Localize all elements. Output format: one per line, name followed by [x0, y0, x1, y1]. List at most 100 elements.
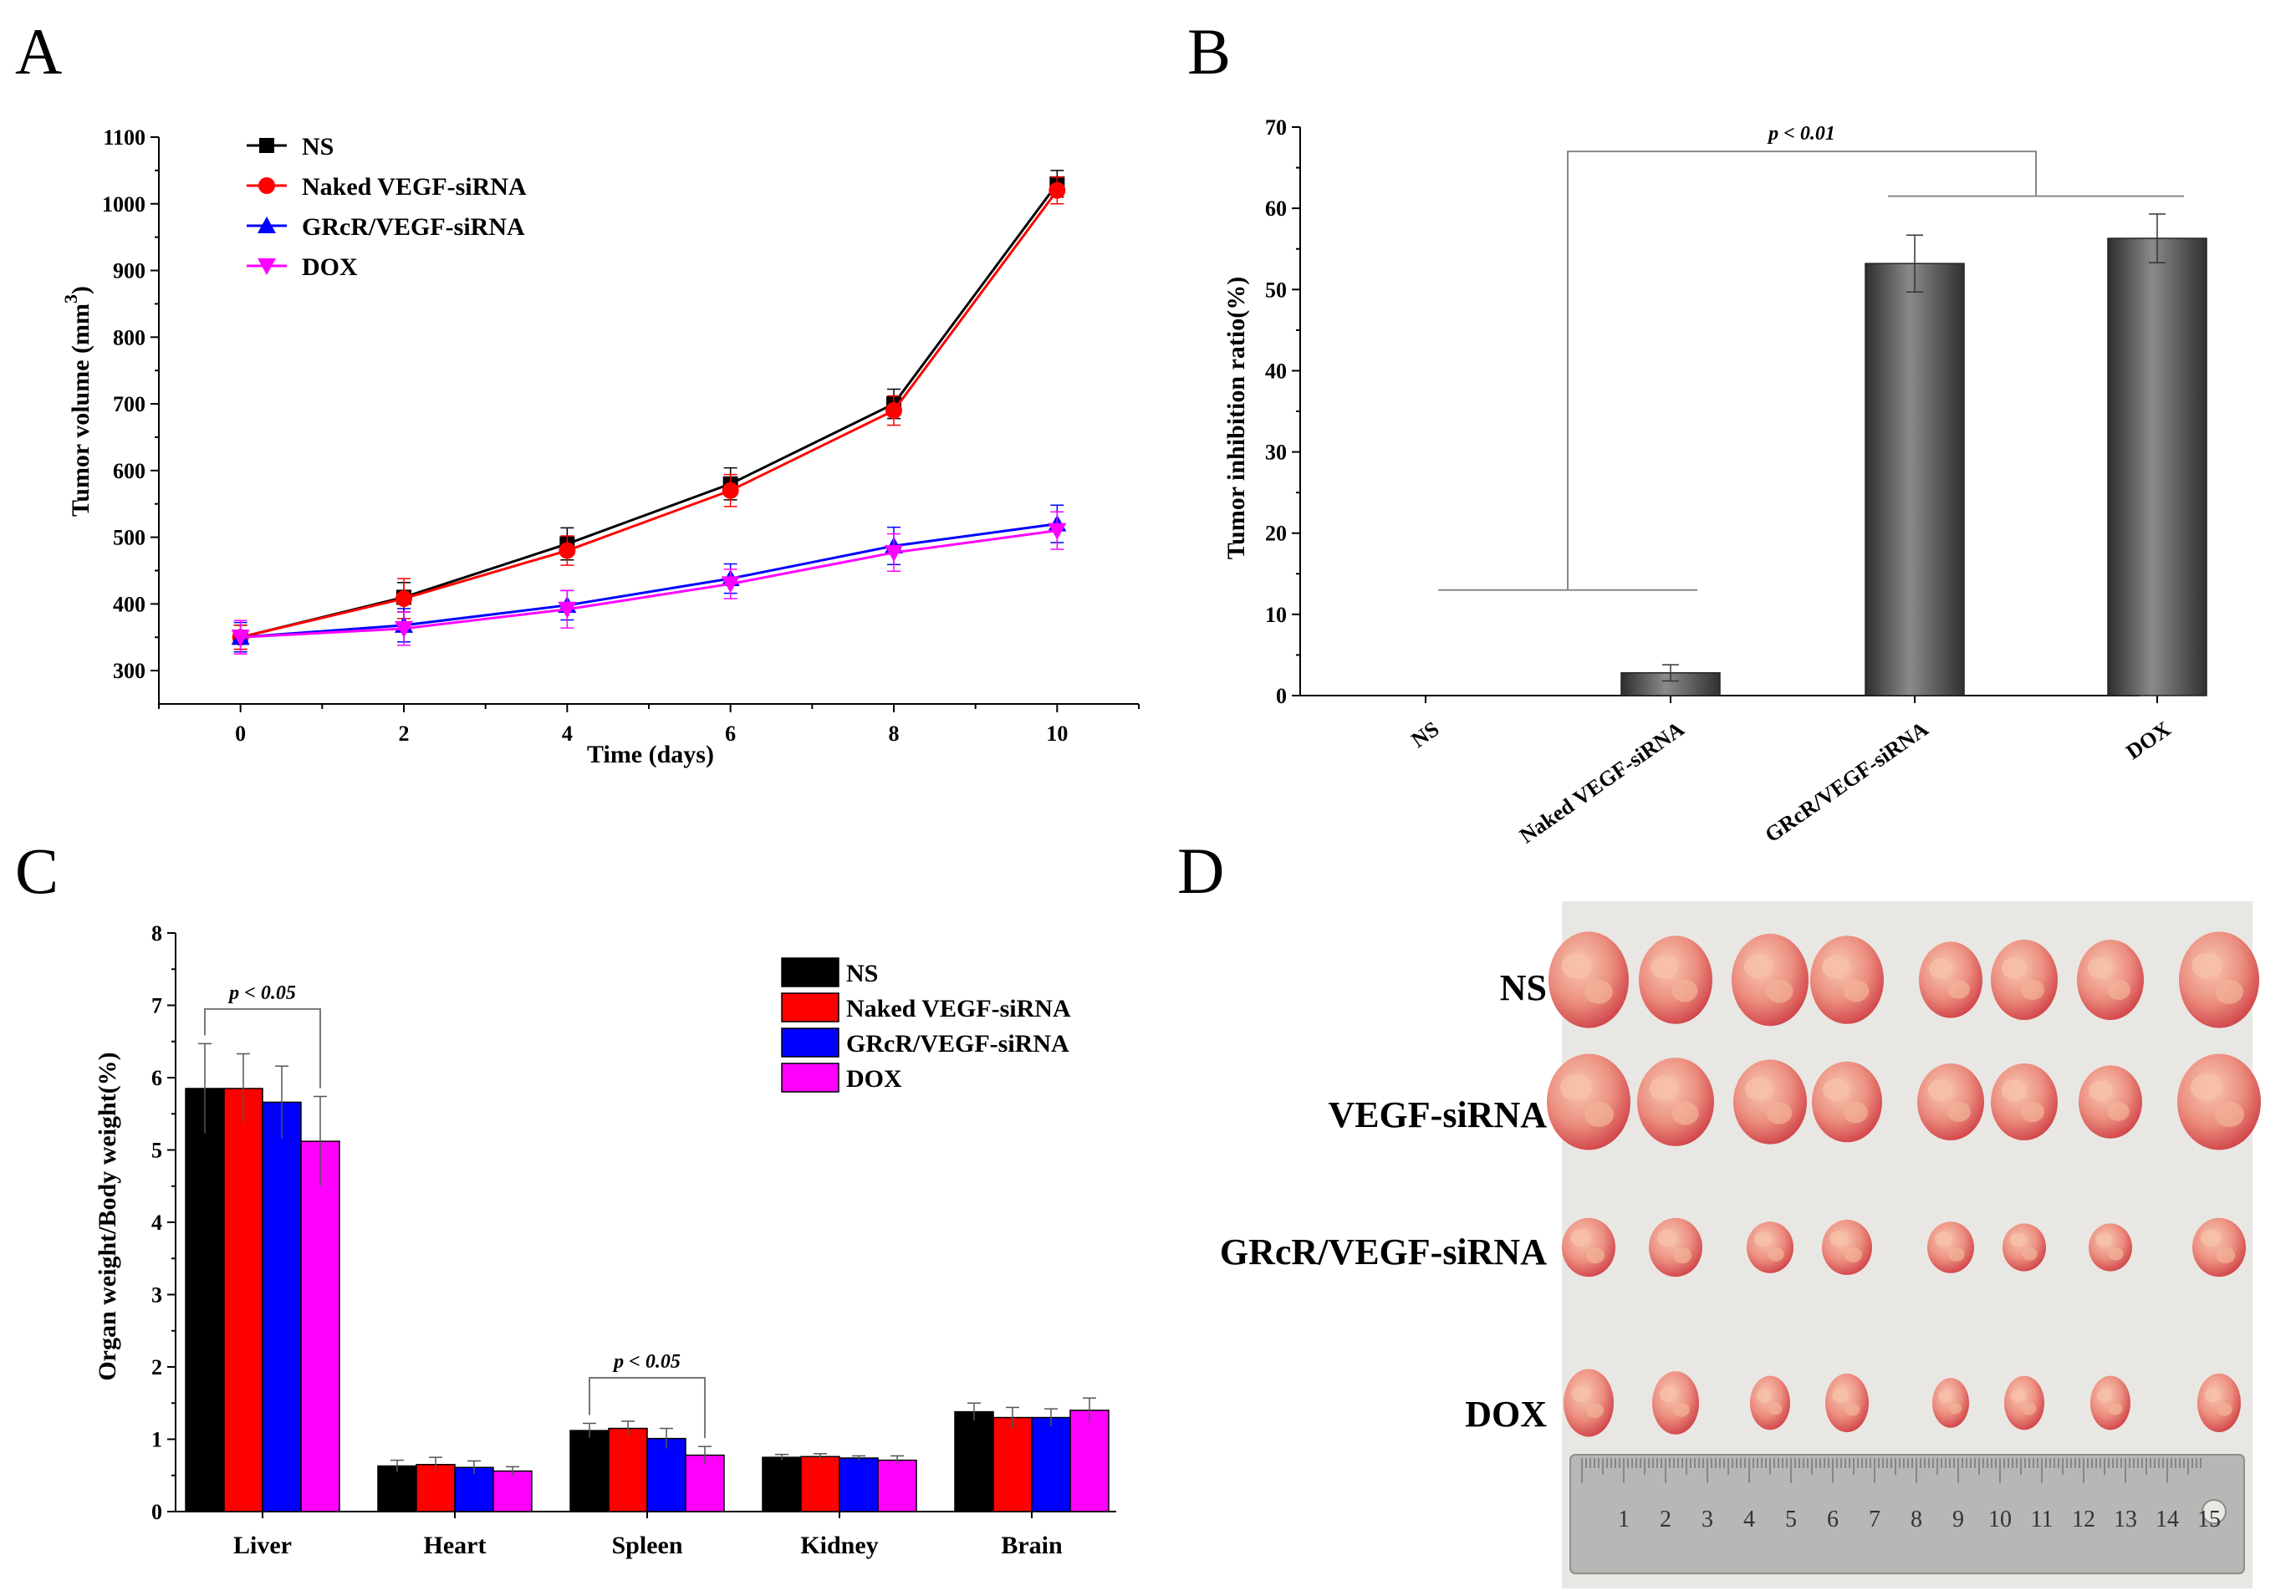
- tumor-r4-c6: [2004, 1375, 2044, 1430]
- panel-a-axes: 300 400 500 600 700 800 900 1000 1100 0 2 4 6 8 10: [102, 125, 1140, 746]
- b-significance-label: p < 0.01: [1767, 123, 1835, 145]
- tumor-lobe: [2009, 1232, 2027, 1247]
- panel-d-tumor-photo: 1 2 3 4 5 6 7 8 9 10 11 12 13 14 15 NS VEGF-siRNA GRcR…: [1220, 901, 2261, 1588]
- tumor-body: [1564, 1369, 1614, 1437]
- b-y-tick-label: 30: [1265, 441, 1287, 465]
- c-bar-kidney-ns: [762, 1456, 802, 1512]
- tumor-body: [2179, 931, 2259, 1028]
- c-y-tick-label: 6: [151, 1066, 162, 1090]
- c-significance-label: p < 0.05: [227, 982, 296, 1004]
- a-y-tick-label: 600: [113, 459, 145, 483]
- b-y-tick-label: 0: [1276, 684, 1287, 708]
- c-x-tick-label-spleen: Spleen: [611, 1532, 682, 1559]
- tumor-body: [1637, 1058, 1714, 1146]
- a-x-tick-label: 2: [399, 722, 410, 746]
- c-bar-liver-ns: [185, 1088, 225, 1512]
- b-bar-grcr-vegf-sirna: [1865, 263, 1965, 696]
- tumor-lobe: [1753, 1231, 1773, 1247]
- tumor-r4-c8: [2197, 1373, 2241, 1433]
- tumor-lobe: [2191, 952, 2222, 979]
- a-series-line-ns: [240, 182, 1059, 639]
- tumor-body: [1733, 1059, 1807, 1145]
- c-y-tick-label: 7: [151, 994, 162, 1018]
- tumor-body: [1932, 1378, 1969, 1428]
- b-y-tick-label: 50: [1265, 278, 1287, 302]
- c-bar-kidney-naked-vegf-sirna: [800, 1456, 840, 1512]
- tumor-samples: [1547, 931, 2261, 1437]
- tumor-r2-c7: [2079, 1065, 2142, 1139]
- a-legend-marker: [259, 138, 274, 153]
- c-legend-label-grcr-vegf-sirna: GRcR/VEGF-siRNA: [846, 1030, 1069, 1058]
- panel-a-legend: NS Naked VEGF-siRNA GRcR/VEGF-siRNA DOX: [247, 133, 527, 281]
- tumor-r4-c4: [1825, 1373, 1869, 1433]
- tumor-lobe: [1585, 1247, 1605, 1264]
- a-x-tick-label: 0: [235, 722, 246, 746]
- tumor-lobe: [1844, 1247, 1862, 1262]
- c-y-tick-label: 8: [151, 921, 162, 946]
- tumor-body: [2090, 1375, 2130, 1430]
- ruler-number: 7: [1869, 1507, 1880, 1532]
- panel-c-legend: NS Naked VEGF-siRNA GRcR/VEGF-siRNA DOX: [781, 957, 1071, 1093]
- tumor-r1-c6: [1991, 940, 2058, 1020]
- tumor-lobe: [1649, 1076, 1679, 1101]
- panel-c-grouped-bar-chart: 0 1 2 3 4 5 6 7 8 Liver Heart Spleen Kidney Brain Org…: [94, 921, 1116, 1559]
- ruler-body: [1569, 1454, 2245, 1574]
- panel-b-plot-area: [1620, 213, 2207, 696]
- tumor-lobe: [1843, 980, 1870, 1002]
- ruler-number: 4: [1743, 1507, 1755, 1532]
- tumor-body: [1747, 1221, 1793, 1273]
- a-y-tick-label: 300: [113, 659, 145, 683]
- c-y-tick-label: 0: [151, 1500, 162, 1524]
- tumor-lobe: [2022, 1247, 2038, 1261]
- b-x-tick-label-dox: DOX: [2121, 716, 2175, 764]
- c-legend-swatch-grcr-vegf-sirna: [781, 1027, 839, 1058]
- a-y-tick-label: 500: [113, 526, 145, 550]
- tumor-lobe: [1927, 1079, 1954, 1101]
- tumor-lobe: [2217, 1403, 2232, 1416]
- tumor-lobe: [2191, 1073, 2222, 1101]
- tumor-lobe: [2107, 1102, 2130, 1121]
- tumor-lobe: [2107, 980, 2130, 1000]
- tumor-lobe: [1843, 1102, 1869, 1124]
- a-series-naked-vegf-sirna: [232, 176, 1066, 650]
- c-legend-swatch-dox: [781, 1063, 839, 1093]
- tumor-lobe: [2108, 1403, 2123, 1415]
- tumor-lobe: [1829, 1230, 1850, 1247]
- tumor-r2-c5: [1917, 1063, 1984, 1140]
- row-label-dox: DOX: [1465, 1394, 1547, 1435]
- panel-a-x-axis-label: Time (days): [587, 741, 714, 768]
- tumor-lobe: [2201, 1229, 2222, 1247]
- panel-label-b: B: [1187, 15, 1231, 88]
- tumor-lobe: [1766, 1102, 1793, 1124]
- c-legend-label-dox: DOX: [846, 1065, 902, 1093]
- tumor-lobe: [1832, 1388, 1850, 1403]
- panel-c-y-axis-label: Organ weight/Body weight(%): [94, 1052, 121, 1380]
- c-bar-brain-ns: [954, 1410, 994, 1512]
- tumor-r3-c8: [2192, 1217, 2246, 1277]
- tumor-lobe: [1571, 1385, 1591, 1403]
- b-y-tick-label: 10: [1265, 603, 1287, 627]
- b-x-tick-label-ns: NS: [1407, 716, 1444, 752]
- tumor-body: [1991, 940, 2058, 1020]
- panel-a-y-label-sup: 3: [60, 294, 81, 303]
- tumor-r4-c2: [1652, 1371, 1699, 1435]
- tumor-lobe: [2096, 1389, 2112, 1403]
- c-bar-liver-naked-vegf-sirna: [223, 1088, 263, 1512]
- b-y-tick-label: 20: [1265, 522, 1287, 546]
- c-bar-heart-grcr-vegf-sirna: [454, 1466, 494, 1512]
- ruler-number: 8: [1911, 1507, 1922, 1532]
- tumor-r3-c7: [2089, 1223, 2132, 1272]
- tumor-lobe: [2216, 1247, 2236, 1264]
- ruler-number: 13: [2114, 1507, 2137, 1532]
- tumor-lobe: [1560, 1073, 1592, 1101]
- c-significance-bracket: [589, 1376, 706, 1439]
- a-legend-marker: [258, 177, 275, 194]
- c-legend-label-naked-vegf-sirna: Naked VEGF-siRNA: [846, 995, 1071, 1022]
- tumor-lobe: [2021, 980, 2044, 1000]
- c-x-tick-label-brain: Brain: [1001, 1532, 1063, 1559]
- a-data-point-naked-vegf-sirna: [885, 402, 902, 420]
- tumor-body: [2004, 1375, 2044, 1430]
- a-legend-label-grcr-vegf-sirna: GRcR/VEGF-siRNA: [302, 213, 525, 241]
- a-data-point-dox: [721, 576, 740, 594]
- ruler-number: 3: [1702, 1507, 1713, 1532]
